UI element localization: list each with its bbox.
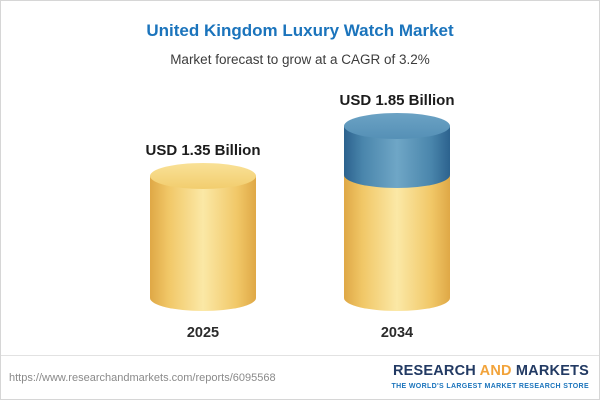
source-url: https://www.researchandmarkets.com/repor… [9, 371, 276, 384]
footer: https://www.researchandmarkets.com/repor… [1, 356, 599, 399]
cylinder-top-ellipse [150, 163, 256, 189]
research-and-markets-logo: RESEARCH AND MARKETS THE WORLD'S LARGEST… [391, 363, 589, 391]
value-label-2025: USD 1.35 Billion [145, 142, 261, 159]
chart-area: USD 1.35 Billion 2025 USD 1.85 Billion 2… [1, 89, 599, 341]
bar-column-2025: USD 1.35 Billion 2025 [128, 142, 278, 341]
logo-tagline: THE WORLD'S LARGEST MARKET RESEARCH STOR… [391, 383, 589, 391]
chart-title: United Kingdom Luxury Watch Market [146, 21, 454, 40]
logo-wordmark: RESEARCH AND MARKETS [391, 363, 589, 380]
x-axis-label-2025: 2025 [186, 325, 220, 341]
bar-column-2034: USD 1.85 Billion 2034 [322, 92, 472, 341]
logo-word-research: RESEARCH [392, 363, 476, 380]
logo-word-markets: MARKETS [515, 363, 589, 380]
value-label-2034: USD 1.85 Billion [339, 92, 455, 109]
x-axis-label-2034: 2034 [380, 325, 414, 341]
cylinder-bar-2034 [344, 113, 450, 311]
growth-segment [344, 113, 450, 188]
cylinder-bar-2025 [150, 163, 256, 311]
chart-subtitle: Market forecast to grow at a CAGR of 3.2… [170, 52, 430, 67]
cylinder-top-ellipse [344, 113, 450, 139]
footer-divider [1, 355, 599, 356]
logo-word-and: AND [479, 363, 512, 380]
chart-header: United Kingdom Luxury Watch Market Marke… [1, 1, 599, 67]
